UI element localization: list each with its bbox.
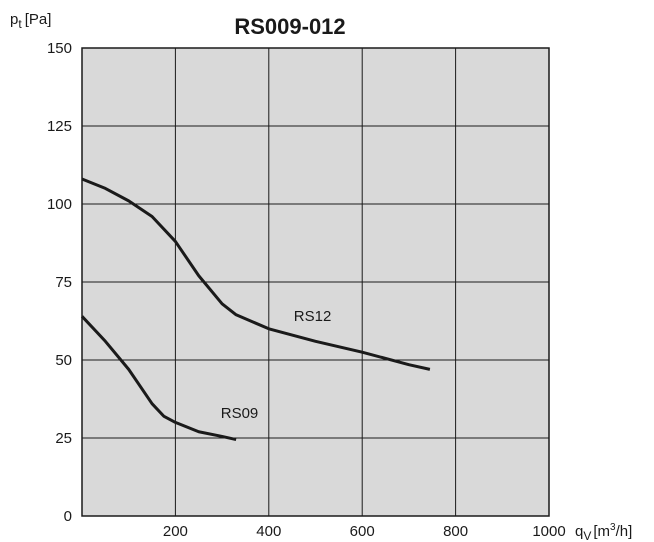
x-tick-label: 800: [443, 523, 468, 540]
series-label: RS09: [221, 405, 259, 422]
y-tick-label: 75: [55, 274, 72, 291]
x-label-superscript: 3: [610, 522, 616, 533]
x-label-unit-start: [m: [593, 523, 610, 540]
chart-title: RS009-012: [234, 14, 345, 39]
y-tick-label: 150: [47, 40, 72, 57]
series-line: [81, 177, 431, 371]
x-label-unit-end: /h]: [616, 523, 633, 540]
x-tick-label: 600: [350, 523, 375, 540]
series-line: [80, 315, 237, 442]
x-label-subscript: V: [583, 529, 591, 542]
y-label-unit: [Pa]: [25, 11, 52, 28]
y-tick-label: 25: [55, 430, 72, 447]
y-label-subscript: t: [18, 17, 22, 31]
y-tick-label: 50: [55, 352, 72, 369]
x-tick-label: 400: [256, 523, 281, 540]
x-label-symbol: q: [575, 523, 583, 540]
y-tick-label: 0: [64, 508, 72, 525]
y-tick-label: 125: [47, 118, 72, 135]
y-tick-label: 100: [47, 196, 72, 213]
x-tick-label: 200: [163, 523, 188, 540]
x-tick-label: 1000: [532, 523, 565, 540]
y-label-symbol: p: [10, 11, 18, 28]
x-axis-label: qV [m3/h]: [575, 522, 632, 542]
y-axis-label: pt [Pa]: [10, 11, 51, 31]
series-label: RS12: [294, 308, 332, 325]
plot-frame: [81, 47, 550, 517]
